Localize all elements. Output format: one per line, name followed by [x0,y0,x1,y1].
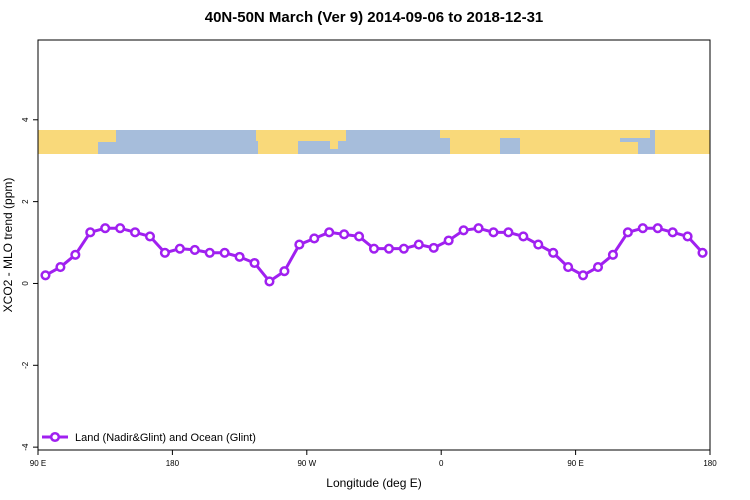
data-point [144,231,156,242]
data-point [607,249,618,260]
data-point [622,227,633,238]
y-tick-label: 2 [21,199,30,204]
data-point [652,223,663,234]
data-point [518,231,529,242]
data-point [533,239,544,250]
data-point [219,247,230,258]
data-point [578,270,589,281]
data-point [294,239,305,250]
data-point [189,244,200,255]
data-point [174,243,185,254]
x-tick-label: 180 [166,459,180,468]
x-tick-label: 0 [439,459,444,468]
map-strip [38,130,710,154]
data-point [637,223,648,234]
data-point [503,227,514,238]
data-point [488,227,499,238]
data-point [413,239,424,250]
data-point [55,262,66,273]
data-point [40,270,51,281]
plot-frame [37,39,711,451]
y-tick-label: -4 [21,443,30,451]
x-tick-label: 90 E [567,459,583,468]
data-point [279,266,290,277]
data-point [70,249,81,260]
data-point [383,243,394,254]
data-point [339,229,350,240]
data-point [473,223,484,234]
data-point [249,257,260,269]
y-axis-label: XCO2 - MLO trend (ppm) [1,178,15,313]
data-point [682,231,693,242]
y-tick-label: -2 [21,361,30,369]
x-axis-label: Longitude (deg E) [326,476,421,490]
data-point [697,247,708,258]
x-tick-label: 180 [703,459,717,468]
legend-label: Land (Nadir&Glint) and Ocean (Glint) [75,432,256,444]
data-point [443,235,454,246]
data-point [667,227,678,238]
data-point [234,251,245,262]
data-point [428,242,439,253]
data-point [159,247,170,258]
data-point [324,227,335,238]
data-point [130,227,141,238]
data-point [592,262,604,273]
data-point [85,227,96,238]
series-line [44,226,704,284]
data-point [368,243,380,254]
data-point [563,262,574,273]
data-point [204,247,215,258]
y-tick-label: 0 [21,281,30,286]
data-point [398,243,409,254]
data-point [264,276,275,287]
data-point [458,225,469,236]
x-tick-label: 90 E [30,459,46,468]
data-point [354,231,365,242]
data-point [115,223,126,234]
data-point [100,223,111,234]
legend-marker [49,431,61,443]
y-tick-label: 4 [21,117,30,122]
chart-title: 40N-50N March (Ver 9) 2014-09-06 to 2018… [205,9,544,26]
data-point [548,247,559,258]
data-point [309,233,320,244]
x-tick-label: 90 W [297,459,316,468]
